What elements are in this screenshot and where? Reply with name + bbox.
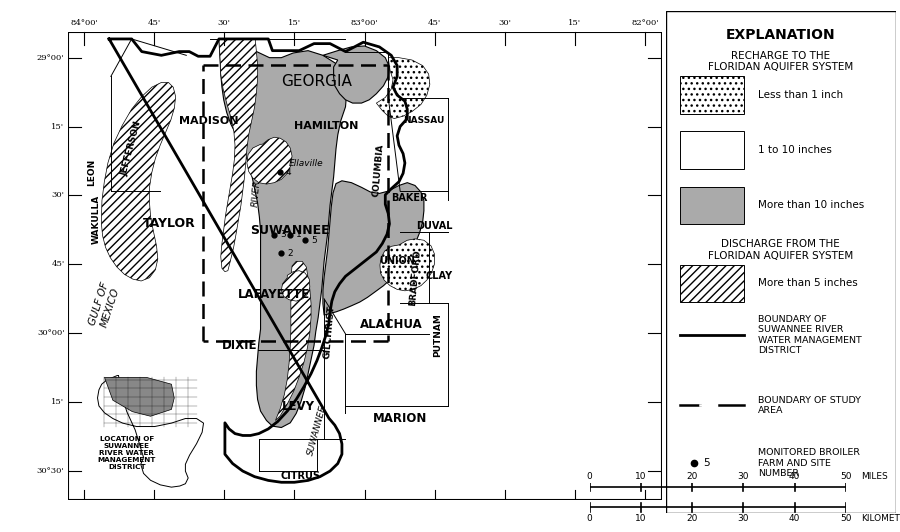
Text: LEVY: LEVY: [282, 400, 314, 413]
Text: 45': 45': [148, 19, 161, 27]
Text: 83°00': 83°00': [351, 19, 378, 27]
Text: DISCHARGE FROM THE
FLORIDAN AQUIFER SYSTEM: DISCHARGE FROM THE FLORIDAN AQUIFER SYST…: [708, 239, 853, 261]
Text: DIXIE: DIXIE: [222, 339, 257, 352]
Text: CITRUS: CITRUS: [281, 471, 321, 481]
Text: Ellaville: Ellaville: [289, 160, 324, 169]
Text: KILOMETERS: KILOMETERS: [861, 514, 900, 523]
Text: COLUMBIA: COLUMBIA: [372, 143, 385, 197]
Text: MADISON: MADISON: [179, 116, 239, 126]
Text: More than 10 inches: More than 10 inches: [758, 201, 864, 211]
Text: SUWANNEE: SUWANNEE: [250, 225, 330, 237]
Polygon shape: [282, 271, 310, 301]
Text: 82°00': 82°00': [631, 19, 659, 27]
Text: 1 to 10 inches: 1 to 10 inches: [758, 145, 832, 155]
Bar: [680, 131, 744, 169]
Text: JEFFERSON: JEFFERSON: [120, 120, 143, 178]
Text: 5: 5: [311, 236, 317, 245]
Text: 30: 30: [738, 514, 749, 523]
Text: 30': 30': [218, 19, 230, 27]
Text: 10: 10: [635, 514, 646, 523]
Text: 20: 20: [687, 472, 698, 481]
Text: 30': 30': [499, 19, 511, 27]
Text: 1: 1: [296, 230, 302, 239]
Text: NASSAU: NASSAU: [403, 117, 445, 126]
Text: 45': 45': [51, 260, 65, 268]
Text: EXPLANATION: EXPLANATION: [726, 28, 835, 42]
Polygon shape: [275, 261, 311, 420]
Text: MONITORED BROILER
FARM AND SITE
NUMBER: MONITORED BROILER FARM AND SITE NUMBER: [758, 448, 860, 478]
Text: 50: 50: [841, 514, 851, 523]
Bar: [680, 187, 744, 225]
Text: CLAY: CLAY: [425, 271, 453, 281]
Polygon shape: [102, 82, 176, 281]
Polygon shape: [380, 239, 435, 291]
Text: LEON: LEON: [86, 159, 95, 186]
Text: 40: 40: [789, 514, 800, 523]
Text: More than 5 inches: More than 5 inches: [758, 278, 858, 288]
Text: RECHARGE TO THE
FLORIDAN AQUIFER SYSTEM: RECHARGE TO THE FLORIDAN AQUIFER SYSTEM: [708, 51, 853, 72]
Text: BOUNDARY OF STUDY
AREA: BOUNDARY OF STUDY AREA: [758, 396, 860, 415]
Text: 3: 3: [280, 230, 286, 239]
Bar: [680, 76, 744, 114]
Text: 4: 4: [285, 168, 291, 177]
Text: 20: 20: [687, 514, 698, 523]
Text: BAKER: BAKER: [391, 193, 428, 203]
Text: ALACHUA: ALACHUA: [360, 318, 423, 331]
Text: UNION: UNION: [379, 256, 415, 267]
Text: HAMILTON: HAMILTON: [293, 121, 358, 130]
Text: 29°00': 29°00': [37, 54, 65, 62]
Text: 45': 45': [428, 19, 441, 27]
Text: BOUNDARY OF
SUWANNEE RIVER
WATER MANAGEMENT
DISTRICT: BOUNDARY OF SUWANNEE RIVER WATER MANAGEM…: [758, 315, 861, 355]
Text: BRADFORD: BRADFORD: [408, 249, 422, 306]
Polygon shape: [247, 137, 292, 184]
Text: PUTNAM: PUTNAM: [433, 313, 442, 357]
Polygon shape: [323, 46, 390, 103]
Polygon shape: [323, 181, 424, 315]
Text: GULF OF
MEXICO: GULF OF MEXICO: [87, 281, 122, 330]
Text: LAFAYETTE: LAFAYETTE: [238, 288, 310, 301]
Text: TAYLOR: TAYLOR: [143, 218, 196, 230]
Polygon shape: [219, 39, 257, 272]
Text: 30°00': 30°00': [37, 329, 65, 337]
Polygon shape: [219, 39, 346, 428]
Text: WAKULLA: WAKULLA: [92, 195, 101, 244]
Text: 30': 30': [51, 192, 65, 200]
Text: 2: 2: [287, 249, 292, 258]
Text: GILCHRIST: GILCHRIST: [322, 305, 336, 360]
Text: 15': 15': [51, 122, 65, 130]
Text: Less than 1 inch: Less than 1 inch: [758, 90, 843, 100]
Text: LOCATION OF
SUWANNEE
RIVER WATER
MANAGEMENT
DISTRICT: LOCATION OF SUWANNEE RIVER WATER MANAGEM…: [97, 436, 156, 470]
Bar: [680, 264, 744, 302]
Text: 5: 5: [703, 458, 709, 468]
Text: 50: 50: [841, 472, 851, 481]
Text: GEORGIA: GEORGIA: [282, 73, 353, 88]
Text: 15': 15': [51, 398, 65, 406]
Text: 15': 15': [568, 19, 581, 27]
Text: 30°30': 30°30': [37, 467, 65, 475]
Text: 40: 40: [789, 472, 800, 481]
Text: SUWANNEE: SUWANNEE: [306, 404, 328, 457]
Text: 15': 15': [288, 19, 301, 27]
Text: MILES: MILES: [861, 472, 888, 481]
Text: 10: 10: [635, 472, 646, 481]
Text: MARION: MARION: [373, 412, 427, 425]
Text: 0: 0: [587, 472, 592, 481]
Polygon shape: [104, 377, 175, 416]
Text: 84°00': 84°00': [70, 19, 98, 27]
Text: DUVAL: DUVAL: [416, 221, 452, 231]
Text: 0: 0: [587, 514, 592, 523]
Text: RIVER: RIVER: [251, 180, 262, 207]
Text: 30: 30: [738, 472, 749, 481]
Polygon shape: [97, 375, 203, 487]
Polygon shape: [376, 57, 430, 119]
